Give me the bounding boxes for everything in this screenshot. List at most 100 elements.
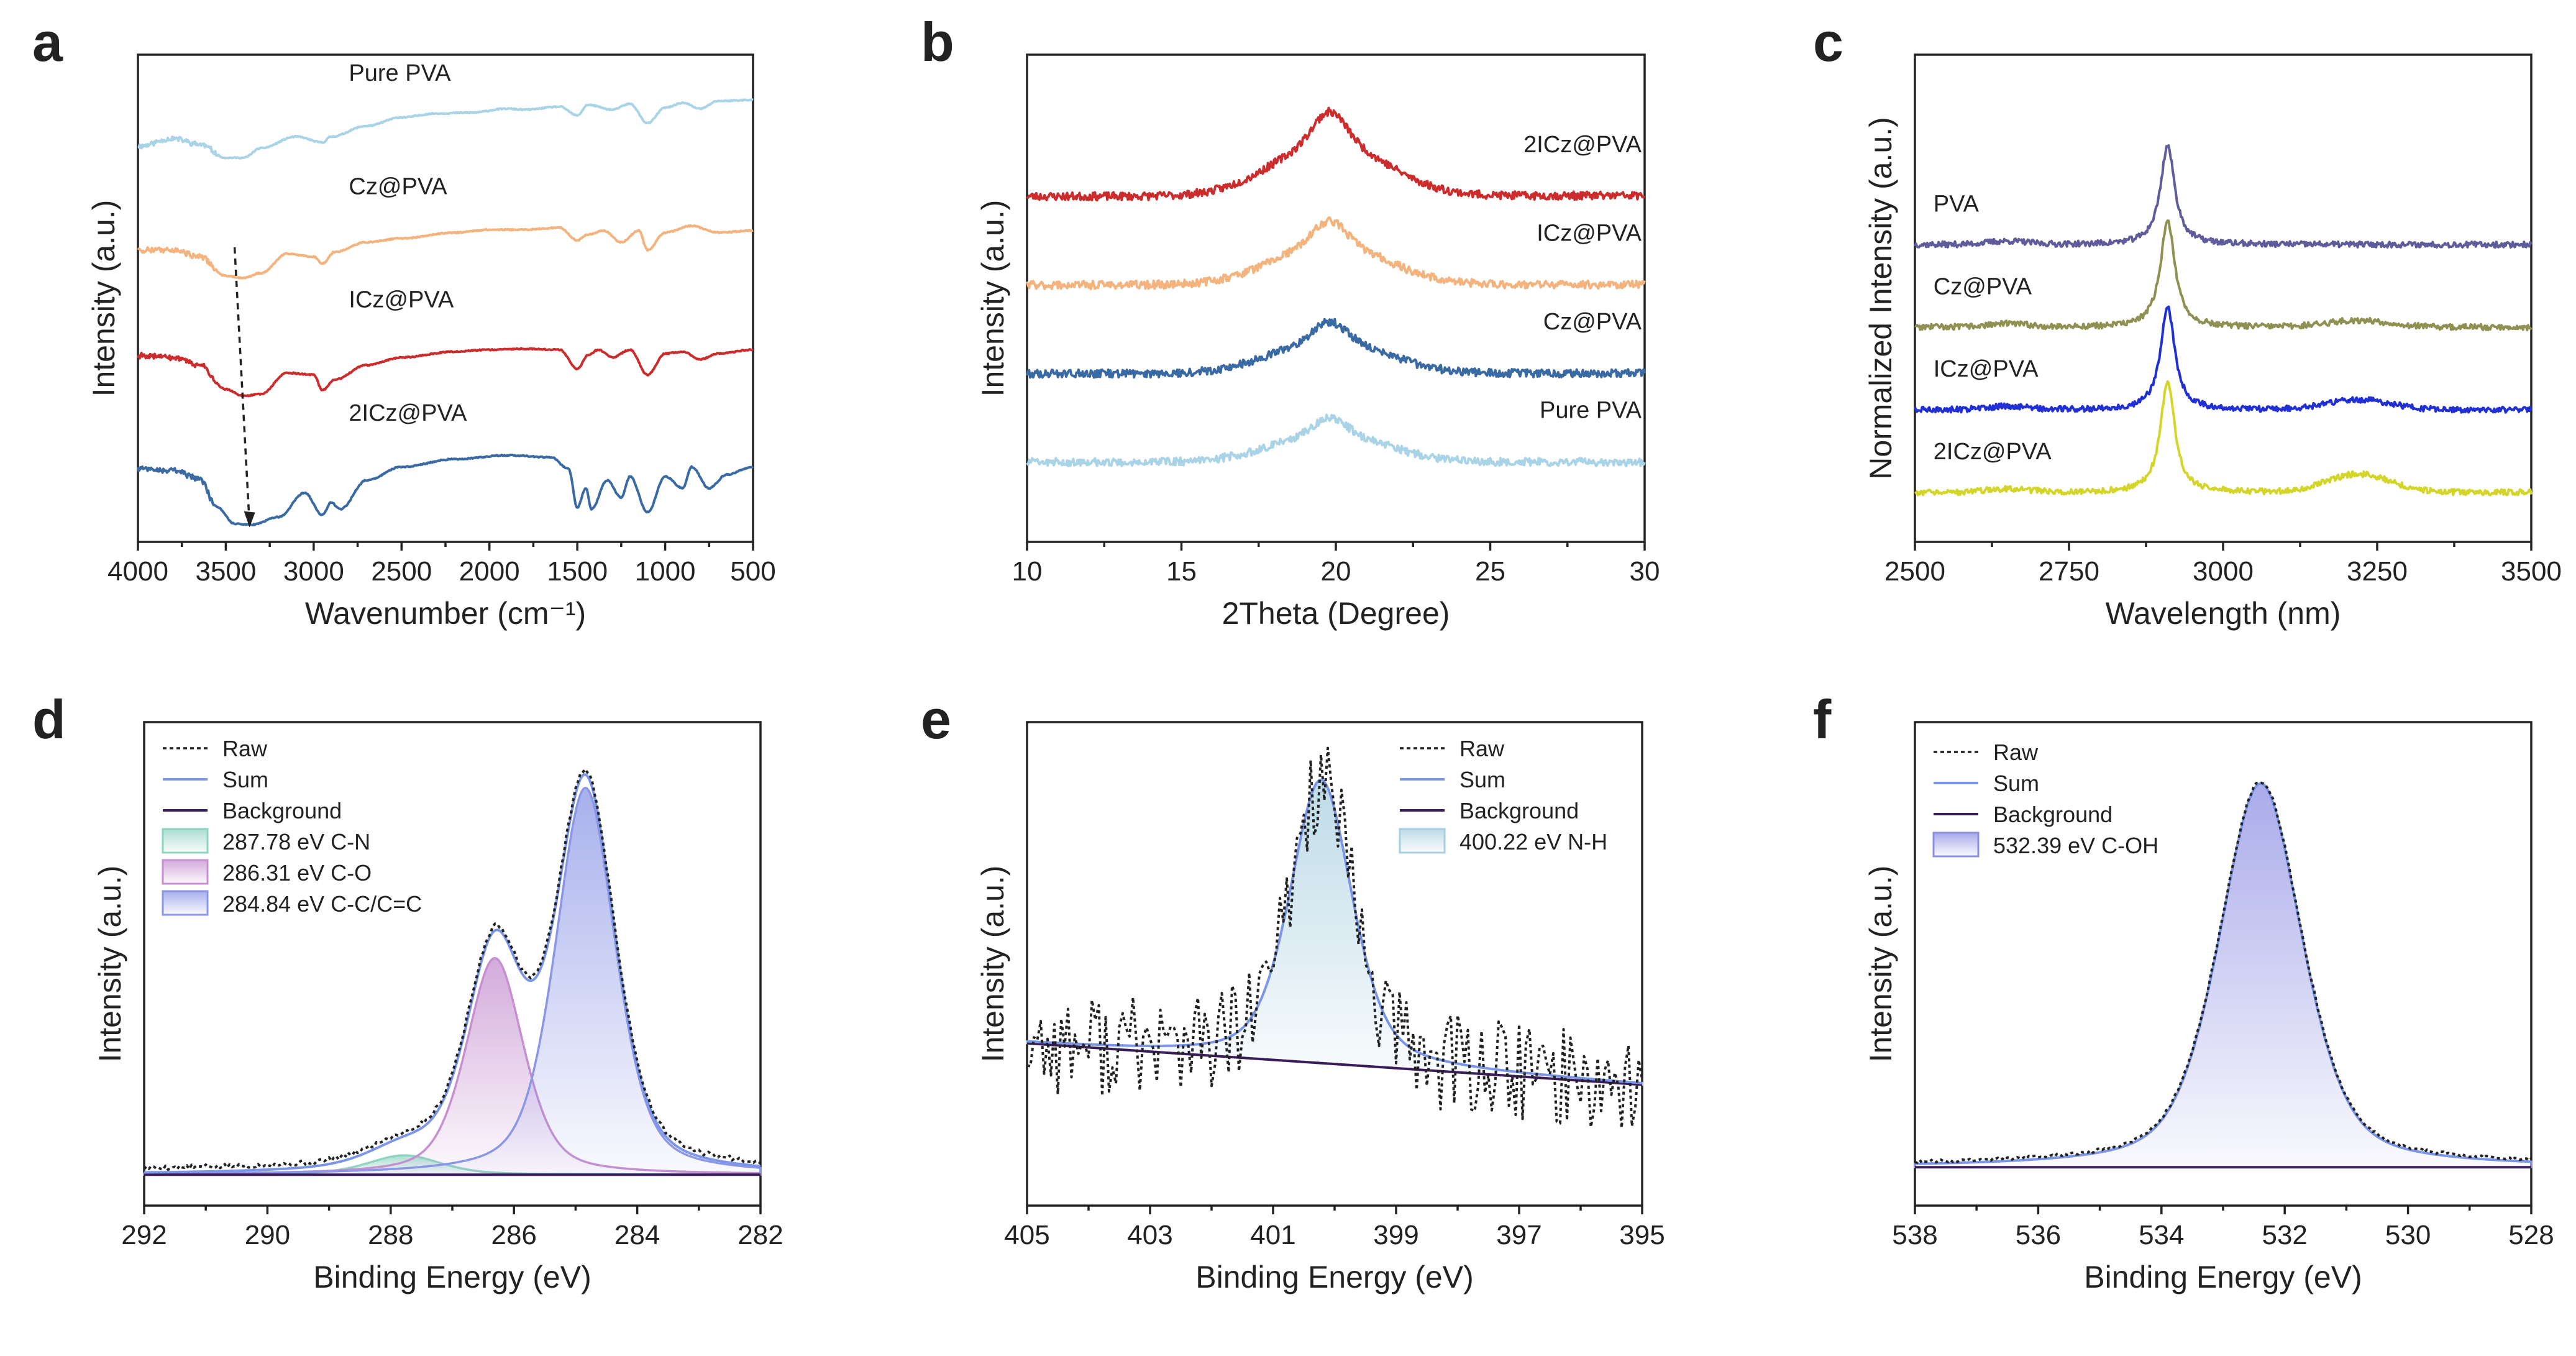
series-line: [137, 453, 754, 526]
series-line: [1026, 106, 1645, 202]
legend-label: Background: [1459, 798, 1579, 823]
y-axis-label: Intensity (a.u.): [975, 866, 1010, 1063]
series-label: Cz@PVA: [349, 173, 447, 199]
x-tick-label: 15: [1166, 556, 1197, 587]
legend-component-swatch: [162, 859, 209, 885]
series-line: [1026, 318, 1646, 379]
x-tick-label: 403: [1127, 1220, 1172, 1250]
raw-line: [143, 767, 761, 1171]
x-tick-label: 3000: [2193, 556, 2254, 587]
x-tick-label: 1500: [547, 556, 608, 587]
series-label: ICz@PVA: [1934, 356, 2039, 382]
x-axis-label: Wavenumber (cm⁻¹): [305, 596, 586, 631]
panel-letter: a: [32, 11, 63, 73]
legend-label: Sum: [1993, 771, 2039, 796]
x-tick-label: 290: [245, 1220, 290, 1250]
series-line: [1914, 380, 2533, 497]
series-line: [1026, 216, 1646, 290]
raw-line: [1026, 746, 1643, 1129]
y-axis-label: Intensity (a.u.): [86, 200, 121, 397]
series-label: ICz@PVA: [1537, 220, 1642, 246]
x-axis-label: Binding Energy (eV): [1195, 1260, 1473, 1294]
x-axis-label: 2Theta (Degree): [1222, 596, 1450, 631]
legend-label: 532.39 eV C-OH: [1993, 833, 2158, 858]
x-tick-label: 284: [614, 1220, 660, 1250]
x-tick-label: 3500: [2501, 556, 2562, 587]
x-tick-label: 282: [738, 1220, 783, 1250]
x-tick-label: 3250: [2347, 556, 2408, 587]
legend-label: Raw: [1993, 740, 2039, 765]
x-tick-label: 288: [368, 1220, 413, 1250]
background-line: [1026, 1042, 1643, 1086]
series-label: Cz@PVA: [1543, 309, 1642, 335]
x-tick-label: 500: [730, 556, 775, 587]
legend-label: 286.31 eV C-O: [222, 860, 372, 886]
x-tick-label: 2500: [1884, 556, 1945, 587]
x-tick-label: 538: [1892, 1220, 1937, 1250]
series-label: 2ICz@PVA: [349, 400, 467, 426]
x-tick-label: 395: [1619, 1220, 1665, 1250]
x-tick-label: 4000: [107, 556, 168, 587]
series-label: Cz@PVA: [1934, 273, 2032, 300]
y-axis-label: Intensity (a.u.): [975, 200, 1010, 397]
legend-label: Sum: [1459, 767, 1505, 792]
x-tick-label: 30: [1630, 556, 1660, 587]
legend-label: 287.78 eV C-N: [222, 829, 370, 854]
x-tick-label: 532: [2262, 1220, 2307, 1250]
panel-letter: e: [921, 689, 951, 750]
panel-b: 10 15 20 25 30 2Theta (Degree) Intensity (a.u.…: [921, 11, 1660, 631]
x-tick-label: 292: [121, 1220, 167, 1250]
x-tick-label: 405: [1004, 1220, 1049, 1250]
x-tick-label: 528: [2508, 1220, 2554, 1250]
x-axis-label: Binding Energy (eV): [313, 1260, 591, 1294]
x-tick-label: 401: [1250, 1220, 1295, 1250]
shift-arrow-head: [244, 511, 255, 528]
series-line: [1026, 413, 1646, 467]
panel-letter: b: [921, 11, 954, 73]
x-tick-label: 25: [1475, 556, 1505, 587]
series-line: [137, 224, 754, 280]
sum-line: [144, 773, 761, 1174]
legend-label: Background: [1993, 802, 2112, 827]
x-tick-label: 286: [491, 1220, 536, 1250]
series-label: Pure PVA: [1540, 397, 1642, 423]
legend-label: 284.84 eV C-C/C=C: [222, 891, 422, 917]
x-tick-label: 536: [2016, 1220, 2061, 1250]
x-axis-label: Binding Energy (eV): [2084, 1260, 2362, 1294]
legend-component-swatch: [1399, 828, 1446, 854]
x-tick-label: 530: [2385, 1220, 2431, 1250]
legend-label: Raw: [1459, 736, 1505, 761]
y-axis-label: Intensity (a.u.): [1863, 866, 1898, 1063]
raw-line: [1914, 781, 2533, 1165]
x-axis-label: Wavelength (nm): [2106, 596, 2341, 631]
x-tick-label: 399: [1373, 1220, 1418, 1250]
series-label: 2ICz@PVA: [1934, 439, 2052, 465]
legend-label: Raw: [222, 736, 268, 761]
series-line: [137, 98, 754, 160]
panel-a: 4000 3500 3000 2500 2000 1500 1000 500 Wavenumbe…: [32, 11, 776, 631]
x-tick-label: 3500: [195, 556, 256, 587]
x-tick-label: 534: [2139, 1220, 2184, 1250]
panel-d: 292 290 288 286 284 282 Binding Energy (eV) Int…: [32, 689, 783, 1294]
series-line: [137, 347, 754, 398]
shift-arrow: [233, 247, 251, 525]
series-line: [1914, 144, 2533, 249]
series-line: [1914, 219, 2533, 331]
x-tick-label: 3000: [283, 556, 344, 587]
x-tick-label: 10: [1012, 556, 1043, 587]
legend-label: Background: [222, 798, 342, 823]
panel-e: 405 403 401 399 397 395 Binding Energy (eV) Int…: [921, 689, 1665, 1294]
series-label: ICz@PVA: [349, 287, 454, 313]
x-tick-label: 20: [1321, 556, 1351, 587]
x-tick-label: 2750: [2039, 556, 2099, 587]
legend-component-swatch: [1932, 831, 1980, 858]
panel-letter: f: [1813, 689, 1832, 750]
panel-c: 2500 2750 3000 3250 3500 Wavelength (nm) Norma…: [1813, 11, 2562, 631]
x-tick-label: 1000: [635, 556, 696, 587]
panel-letter: d: [32, 689, 66, 750]
legend-component-swatch: [162, 828, 209, 854]
x-tick-label: 397: [1496, 1220, 1541, 1250]
x-tick-label: 2500: [371, 556, 432, 587]
